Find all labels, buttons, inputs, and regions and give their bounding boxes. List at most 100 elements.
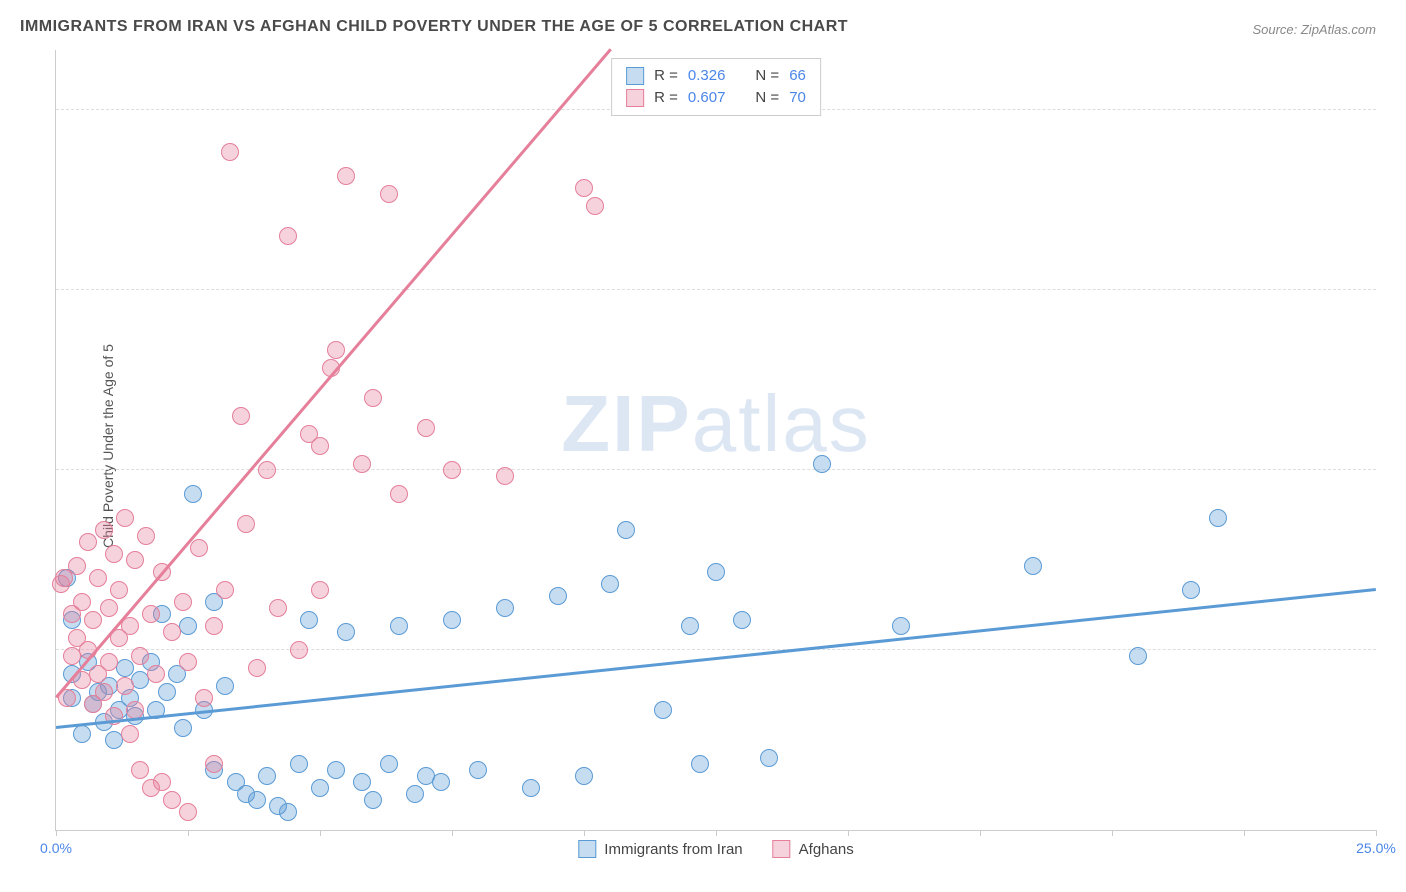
scatter-point bbox=[279, 803, 297, 821]
chart-title: IMMIGRANTS FROM IRAN VS AFGHAN CHILD POV… bbox=[20, 18, 848, 36]
scatter-point bbox=[496, 599, 514, 617]
scatter-point bbox=[290, 755, 308, 773]
scatter-point bbox=[601, 575, 619, 593]
x-tick bbox=[452, 830, 453, 836]
N-value-series2: 70 bbox=[789, 87, 806, 109]
legend-swatch-series1-bottom bbox=[578, 840, 596, 858]
regression-line bbox=[56, 588, 1376, 728]
scatter-point bbox=[337, 623, 355, 641]
scatter-point bbox=[105, 545, 123, 563]
scatter-point bbox=[311, 779, 329, 797]
scatter-point bbox=[205, 755, 223, 773]
gridline bbox=[56, 649, 1376, 650]
scatter-point bbox=[216, 581, 234, 599]
R-label: R = bbox=[654, 65, 678, 87]
scatter-point bbox=[443, 611, 461, 629]
legend-row-series1: R = 0.326 N = 66 bbox=[626, 65, 806, 87]
scatter-point bbox=[1024, 557, 1042, 575]
scatter-point bbox=[733, 611, 751, 629]
scatter-point bbox=[126, 551, 144, 569]
scatter-point bbox=[353, 455, 371, 473]
scatter-point bbox=[364, 791, 382, 809]
scatter-point bbox=[311, 437, 329, 455]
scatter-point bbox=[691, 755, 709, 773]
scatter-point bbox=[337, 167, 355, 185]
correlation-legend: R = 0.326 N = 66 R = 0.607 N = 70 bbox=[611, 58, 821, 116]
scatter-point bbox=[586, 197, 604, 215]
y-tick-label: 15.0% bbox=[1386, 626, 1406, 642]
scatter-point bbox=[153, 773, 171, 791]
legend-item-series2: Afghans bbox=[773, 840, 854, 858]
legend-label-series2: Afghans bbox=[799, 841, 854, 858]
scatter-point bbox=[258, 767, 276, 785]
scatter-point bbox=[147, 665, 165, 683]
scatter-point bbox=[158, 683, 176, 701]
scatter-point bbox=[654, 701, 672, 719]
scatter-point bbox=[73, 725, 91, 743]
scatter-point bbox=[417, 419, 435, 437]
scatter-point bbox=[522, 779, 540, 797]
scatter-point bbox=[390, 485, 408, 503]
series-legend: Immigrants from Iran Afghans bbox=[568, 840, 863, 858]
scatter-point bbox=[190, 539, 208, 557]
watermark-atlas: atlas bbox=[692, 379, 871, 468]
source-value: ZipAtlas.com bbox=[1301, 22, 1376, 37]
scatter-point bbox=[179, 617, 197, 635]
source-label: Source: bbox=[1252, 22, 1300, 37]
scatter-point bbox=[496, 467, 514, 485]
y-tick-label: 30.0% bbox=[1386, 446, 1406, 462]
scatter-point bbox=[269, 599, 287, 617]
scatter-point bbox=[73, 593, 91, 611]
scatter-point bbox=[100, 653, 118, 671]
x-tick bbox=[188, 830, 189, 836]
scatter-point bbox=[575, 179, 593, 197]
legend-swatch-series2 bbox=[626, 89, 644, 107]
scatter-point bbox=[68, 557, 86, 575]
scatter-point bbox=[1209, 509, 1227, 527]
scatter-point bbox=[110, 581, 128, 599]
scatter-point bbox=[1182, 581, 1200, 599]
scatter-point bbox=[116, 509, 134, 527]
scatter-point bbox=[131, 761, 149, 779]
scatter-point bbox=[443, 461, 461, 479]
scatter-plot: ZIPatlas R = 0.326 N = 66 R = 0.607 N = … bbox=[55, 50, 1376, 831]
R-label: R = bbox=[654, 87, 678, 109]
scatter-point bbox=[100, 599, 118, 617]
scatter-point bbox=[179, 653, 197, 671]
y-tick-label: 60.0% bbox=[1386, 86, 1406, 102]
scatter-point bbox=[380, 185, 398, 203]
scatter-point bbox=[184, 485, 202, 503]
scatter-point bbox=[353, 773, 371, 791]
scatter-point bbox=[174, 593, 192, 611]
scatter-point bbox=[707, 563, 725, 581]
x-tick bbox=[1112, 830, 1113, 836]
x-tick bbox=[980, 830, 981, 836]
R-value-series1: 0.326 bbox=[688, 65, 726, 87]
x-tick bbox=[1244, 830, 1245, 836]
scatter-point bbox=[327, 761, 345, 779]
scatter-point bbox=[892, 617, 910, 635]
scatter-point bbox=[681, 617, 699, 635]
scatter-point bbox=[221, 143, 239, 161]
gridline bbox=[56, 289, 1376, 290]
scatter-point bbox=[813, 455, 831, 473]
x-tick bbox=[848, 830, 849, 836]
scatter-point bbox=[248, 791, 266, 809]
scatter-point bbox=[432, 773, 450, 791]
scatter-point bbox=[121, 725, 139, 743]
legend-label-series1: Immigrants from Iran bbox=[604, 841, 742, 858]
scatter-point bbox=[469, 761, 487, 779]
x-tick-label: 25.0% bbox=[1356, 840, 1396, 856]
scatter-point bbox=[89, 569, 107, 587]
scatter-point bbox=[137, 527, 155, 545]
scatter-point bbox=[617, 521, 635, 539]
N-value-series1: 66 bbox=[789, 65, 806, 87]
scatter-point bbox=[390, 617, 408, 635]
x-tick-label: 0.0% bbox=[40, 840, 72, 856]
scatter-point bbox=[142, 605, 160, 623]
scatter-point bbox=[364, 389, 382, 407]
scatter-point bbox=[205, 617, 223, 635]
scatter-point bbox=[116, 677, 134, 695]
scatter-point bbox=[327, 341, 345, 359]
scatter-point bbox=[311, 581, 329, 599]
